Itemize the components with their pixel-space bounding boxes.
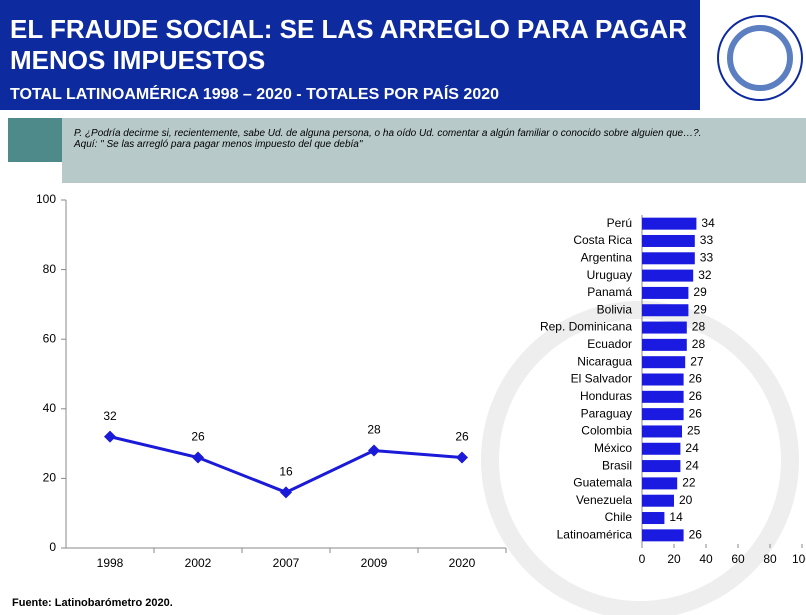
bar <box>642 270 693 282</box>
y-tick-label: México <box>594 441 632 455</box>
x-tick-label: 2009 <box>361 556 388 570</box>
data-label: 26 <box>689 406 703 420</box>
y-tick-label: 100 <box>36 192 56 206</box>
data-label: 32 <box>103 409 117 423</box>
bar <box>642 322 687 334</box>
y-tick-label: Uruguay <box>587 268 632 282</box>
x-tick-label: 40 <box>699 552 713 566</box>
data-label: 33 <box>700 233 714 247</box>
y-tick-label: Honduras <box>580 389 632 403</box>
marker <box>192 452 204 464</box>
bar <box>642 443 680 455</box>
data-label: 27 <box>690 354 704 368</box>
data-label: 24 <box>685 441 699 455</box>
data-label: 33 <box>700 250 714 264</box>
data-label: 24 <box>685 458 699 472</box>
y-tick-label: Nicaragua <box>577 354 632 368</box>
data-label: 29 <box>693 302 707 316</box>
data-label: 28 <box>692 320 706 334</box>
y-tick-label: 80 <box>43 262 57 276</box>
y-tick-label: Perú <box>607 216 632 230</box>
data-label: 26 <box>689 528 703 542</box>
data-label: 28 <box>692 337 706 351</box>
y-tick-label: 60 <box>43 331 57 345</box>
bar <box>642 235 695 247</box>
data-label: 26 <box>689 372 703 386</box>
x-tick-label: 100 <box>792 552 806 566</box>
y-tick-label: Bolivia <box>597 302 633 316</box>
bar <box>642 218 696 230</box>
data-label: 26 <box>191 430 205 444</box>
x-tick-label: 20 <box>667 552 681 566</box>
bar <box>642 495 674 507</box>
y-tick-label: Ecuador <box>587 337 632 351</box>
bar <box>642 356 685 368</box>
x-tick-label: 0 <box>639 552 646 566</box>
page: EL FRAUDE SOCIAL: SE LAS ARREGLO PARA PA… <box>0 0 806 615</box>
y-tick-label: Argentina <box>581 250 633 264</box>
logo <box>718 16 802 100</box>
bar <box>642 374 684 386</box>
data-label: 20 <box>679 493 693 507</box>
x-tick-label: 2007 <box>273 556 300 570</box>
x-tick-label: 60 <box>731 552 745 566</box>
y-tick-label: Chile <box>605 510 633 524</box>
data-label: 26 <box>455 430 469 444</box>
bar <box>642 529 684 541</box>
bar <box>642 425 682 437</box>
data-label: 22 <box>682 476 696 490</box>
bar <box>642 460 680 472</box>
y-tick-label: Brasil <box>602 458 632 472</box>
y-tick-label: 20 <box>43 471 57 485</box>
y-tick-label: Rep. Dominicana <box>540 320 632 334</box>
bar <box>642 339 687 351</box>
y-tick-label: Panamá <box>587 285 632 299</box>
x-tick-label: 1998 <box>97 556 124 570</box>
y-tick-label: El Salvador <box>571 372 632 386</box>
data-label: 34 <box>701 216 715 230</box>
bar <box>642 477 677 489</box>
data-label: 28 <box>367 423 381 437</box>
y-tick-label: Paraguay <box>581 406 632 420</box>
y-tick-label: Colombia <box>581 424 632 438</box>
bar <box>642 408 684 420</box>
y-tick-label: 40 <box>43 401 57 415</box>
bar <box>642 304 688 316</box>
bar <box>642 391 684 403</box>
marker <box>456 452 468 464</box>
bar <box>642 287 688 299</box>
data-label: 25 <box>687 424 701 438</box>
marker <box>368 445 380 457</box>
y-tick-label: Venezuela <box>576 493 632 507</box>
y-tick-label: Latinoamérica <box>557 528 633 542</box>
bar <box>642 512 664 524</box>
data-label: 16 <box>279 464 293 478</box>
bar <box>642 252 695 264</box>
x-tick-label: 2020 <box>449 556 476 570</box>
y-tick-label: 0 <box>49 540 56 554</box>
x-tick-label: 2002 <box>185 556 212 570</box>
data-label: 26 <box>689 389 703 403</box>
data-label: 32 <box>698 268 712 282</box>
y-tick-label: Guatemala <box>573 476 632 490</box>
marker <box>104 431 116 443</box>
marker <box>280 486 292 498</box>
chart: 0204060801001998200220072009202032261628… <box>0 0 806 615</box>
x-tick-label: 80 <box>763 552 777 566</box>
y-tick-label: Costa Rica <box>573 233 632 247</box>
data-label: 14 <box>669 510 683 524</box>
data-label: 29 <box>693 285 707 299</box>
